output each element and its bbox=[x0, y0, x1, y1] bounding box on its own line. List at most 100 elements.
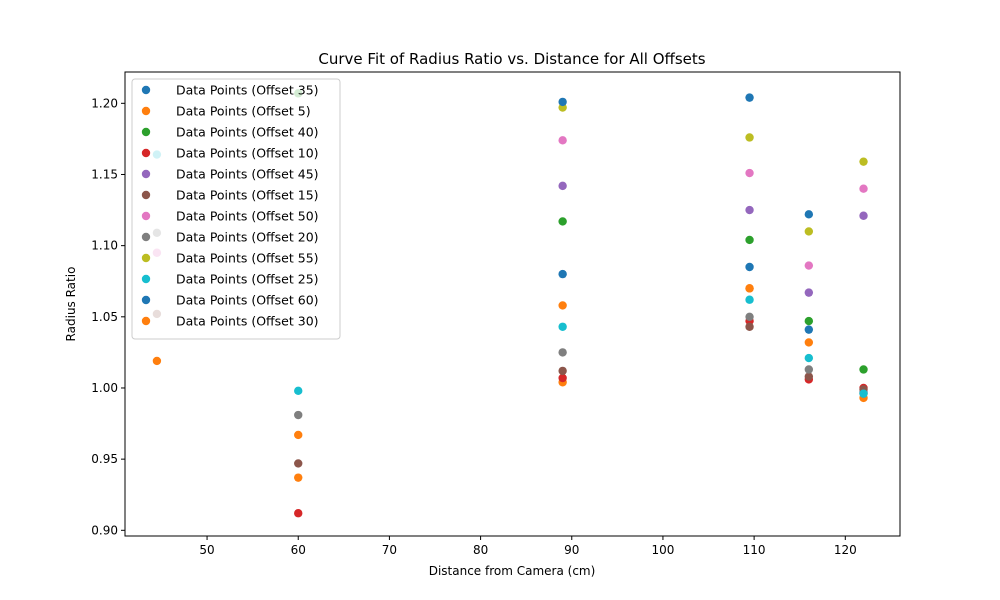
data-point bbox=[745, 284, 754, 293]
y-tick-label: 1.10 bbox=[91, 239, 118, 253]
legend-label: Data Points (Offset 25) bbox=[176, 272, 319, 287]
y-tick-label: 1.15 bbox=[91, 167, 118, 181]
x-tick-label: 120 bbox=[834, 543, 857, 557]
legend-item: Data Points (Offset 35) bbox=[141, 83, 319, 98]
legend-marker bbox=[141, 127, 151, 137]
legend-item: Data Points (Offset 15) bbox=[141, 188, 319, 203]
y-tick-label: 0.90 bbox=[91, 523, 118, 537]
legend-item: Data Points (Offset 50) bbox=[141, 209, 319, 224]
legend-marker bbox=[141, 232, 151, 242]
series-5 bbox=[558, 181, 868, 297]
y-axis-label: Radius Ratio bbox=[64, 267, 78, 342]
legend-marker bbox=[141, 295, 151, 305]
data-point bbox=[294, 509, 303, 518]
x-tick-label: 60 bbox=[291, 543, 306, 557]
data-point bbox=[804, 338, 814, 347]
data-point bbox=[745, 295, 754, 304]
data-point bbox=[294, 459, 303, 468]
data-point bbox=[558, 373, 567, 383]
legend-label: Data Points (Offset 50) bbox=[176, 209, 319, 224]
legend-item: Data Points (Offset 5) bbox=[141, 104, 311, 119]
data-point bbox=[859, 365, 868, 374]
data-point bbox=[294, 430, 303, 440]
legend-item: Data Points (Offset 60) bbox=[141, 293, 319, 308]
legend-marker bbox=[141, 211, 151, 221]
data-point bbox=[745, 322, 754, 331]
legend-marker bbox=[141, 190, 151, 200]
x-tick-label: 100 bbox=[651, 543, 674, 557]
data-point bbox=[804, 353, 814, 363]
legend-label: Data Points (Offset 20) bbox=[176, 230, 319, 245]
legend-marker bbox=[141, 106, 151, 116]
data-point bbox=[859, 184, 868, 193]
legend-label: Data Points (Offset 55) bbox=[176, 251, 319, 266]
data-point bbox=[745, 262, 754, 272]
data-point bbox=[558, 348, 567, 357]
data-point bbox=[745, 168, 754, 178]
x-axis-label: Distance from Camera (cm) bbox=[429, 564, 596, 578]
x-tick-label: 110 bbox=[743, 543, 766, 557]
x-tick-label: 90 bbox=[564, 543, 579, 557]
legend-label: Data Points (Offset 60) bbox=[176, 293, 319, 308]
y-tick-label: 0.95 bbox=[91, 452, 118, 466]
legend-label: Data Points (Offset 45) bbox=[176, 167, 319, 182]
data-point bbox=[558, 136, 567, 145]
legend-marker bbox=[141, 85, 151, 95]
legend-item: Data Points (Offset 45) bbox=[141, 167, 319, 182]
legend-item: Data Points (Offset 10) bbox=[141, 146, 319, 161]
data-point bbox=[859, 211, 868, 220]
data-point bbox=[804, 365, 814, 374]
data-point bbox=[294, 410, 303, 420]
data-point bbox=[804, 372, 814, 381]
chart-title: Curve Fit of Radius Ratio vs. Distance f… bbox=[318, 50, 705, 68]
series-11 bbox=[558, 93, 814, 219]
data-point bbox=[745, 235, 754, 245]
plot-frame bbox=[124, 71, 901, 537]
data-point bbox=[859, 389, 868, 398]
legend-item: Data Points (Offset 30) bbox=[141, 314, 319, 329]
legend-marker bbox=[141, 274, 151, 284]
x-tick-label: 50 bbox=[199, 543, 214, 557]
axis-ticks: 50 60 70 80 90 100 110 120 0.90 0.95 1.00 1.05 1.10 1… bbox=[91, 96, 856, 557]
data-point bbox=[294, 473, 303, 482]
x-tick-label: 70 bbox=[382, 543, 397, 557]
legend-label: Data Points (Offset 35) bbox=[176, 83, 319, 98]
legend-item: Data Points (Offset 20) bbox=[141, 230, 319, 245]
y-tick-label: 1.00 bbox=[91, 381, 118, 395]
legend-item: Data Points (Offset 25) bbox=[141, 272, 319, 287]
data-point bbox=[152, 356, 162, 366]
data-point bbox=[804, 210, 814, 219]
data-point bbox=[745, 133, 754, 142]
legend-label: Data Points (Offset 40) bbox=[176, 125, 319, 140]
legend-marker bbox=[141, 148, 151, 158]
legend-item: Data Points (Offset 55) bbox=[141, 251, 319, 266]
data-point bbox=[558, 322, 567, 331]
data-point bbox=[804, 288, 814, 297]
legend-label: Data Points (Offset 30) bbox=[176, 314, 319, 329]
y-tick-label: 1.05 bbox=[91, 310, 118, 324]
y-tick-label: 1.20 bbox=[91, 96, 118, 110]
legend-label: Data Points (Offset 5) bbox=[176, 104, 311, 119]
data-point bbox=[804, 261, 814, 270]
x-tick-label: 80 bbox=[473, 543, 488, 557]
series-12 bbox=[294, 284, 754, 440]
data-point bbox=[294, 386, 303, 396]
data-point bbox=[558, 301, 567, 310]
legend-label: Data Points (Offset 10) bbox=[176, 146, 319, 161]
data-point bbox=[804, 325, 814, 334]
legend-item: Data Points (Offset 40) bbox=[141, 125, 319, 140]
data-point bbox=[804, 316, 814, 326]
data-point bbox=[745, 312, 754, 322]
data-point bbox=[558, 217, 567, 226]
legend-marker bbox=[141, 316, 151, 326]
data-point bbox=[558, 97, 567, 107]
data-point bbox=[745, 93, 754, 102]
legend-marker bbox=[141, 169, 151, 179]
legend: Data Points (Offset 35) Data Points (Offs… bbox=[131, 78, 341, 340]
data-point bbox=[804, 227, 814, 236]
legend-label: Data Points (Offset 15) bbox=[176, 188, 319, 203]
data-point bbox=[558, 269, 567, 279]
legend-marker bbox=[141, 253, 151, 263]
data-point bbox=[558, 181, 567, 191]
